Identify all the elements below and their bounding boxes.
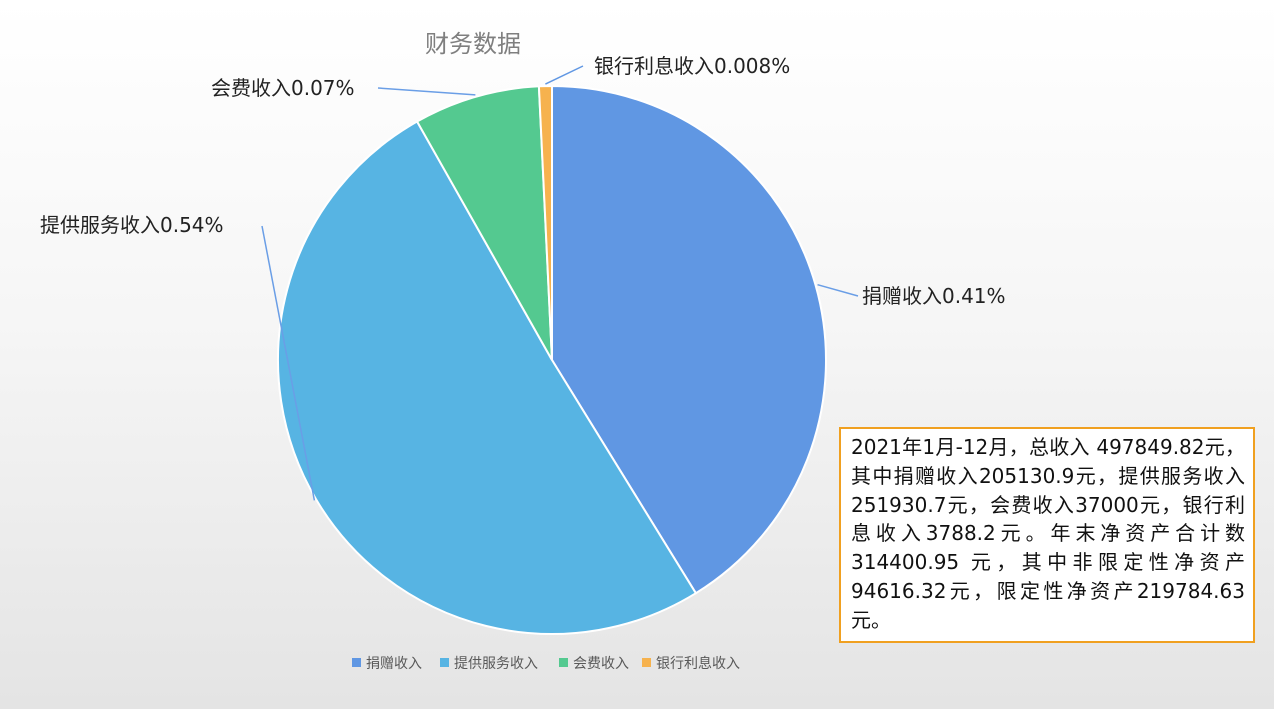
legend-label-donation: 捐赠收入 <box>366 656 422 672</box>
pie-slice-donation <box>551 84 827 595</box>
legend-swatch-membership <box>559 658 568 667</box>
data-label-service: 提供服务收入0.54% <box>40 213 224 237</box>
data-label-interest: 银行利息收入0.008% <box>594 54 790 78</box>
leader-lines <box>261 65 859 501</box>
leader-line-donation <box>817 283 859 297</box>
leader-line-membership <box>377 87 476 96</box>
pie-slice-service <box>277 120 698 635</box>
legend-swatch-service <box>440 658 449 667</box>
legend-swatch-interest <box>642 658 651 667</box>
data-label-membership: 会费收入0.07% <box>211 76 355 100</box>
leader-line-interest <box>545 65 584 85</box>
data-label-donation: 捐赠收入0.41% <box>862 284 1006 308</box>
chart-title: 财务数据 <box>425 30 521 58</box>
pie-slices <box>277 84 827 635</box>
legend-label-interest: 银行利息收入 <box>656 655 740 672</box>
summary-note-box: 2021年1月-12月，总收入 497849.82元，其中捐赠收入205130.… <box>839 427 1255 643</box>
legend-label-membership: 会费收入 <box>573 656 629 672</box>
leader-line-service <box>261 225 316 501</box>
summary-note-text: 2021年1月-12月，总收入 497849.82元，其中捐赠收入205130.… <box>851 435 1245 632</box>
pie-slice-membership <box>415 85 553 361</box>
pie-slice-interest <box>537 84 553 361</box>
legend-label-service: 提供服务收入 <box>454 656 538 672</box>
legend: 捐赠收入 提供服务收入 会费收入 银行利息收入 <box>352 655 740 672</box>
legend-swatch-donation <box>352 658 361 667</box>
